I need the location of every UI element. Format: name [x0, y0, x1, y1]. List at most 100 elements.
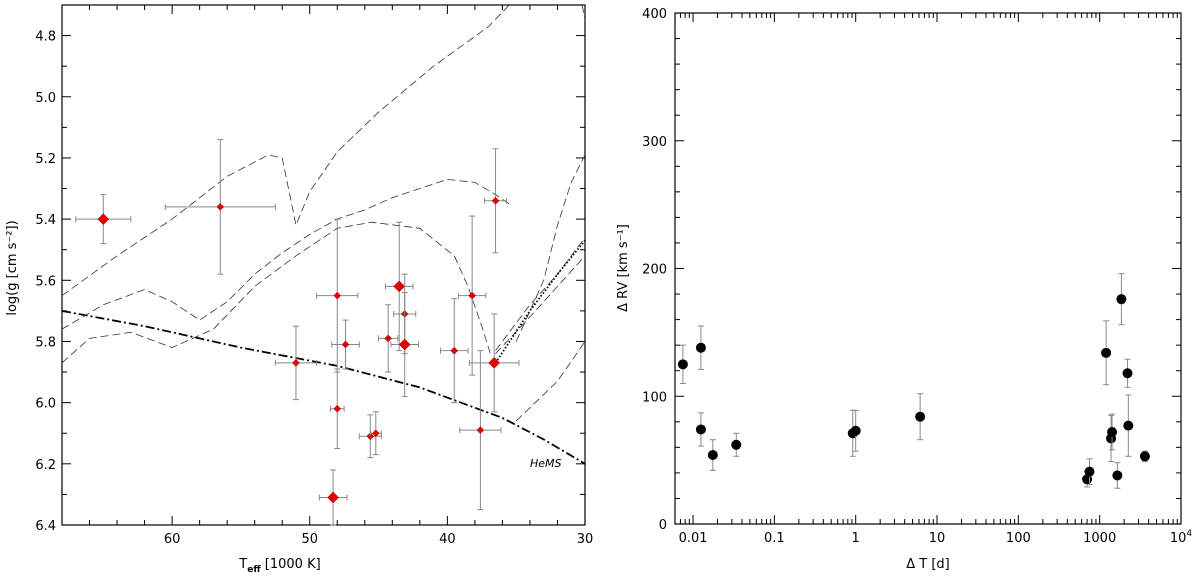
- circle-marker: [1123, 420, 1134, 431]
- left-x-tick-label: 30: [577, 532, 594, 547]
- hems-label: HeMS: [530, 457, 562, 470]
- circle-marker: [1122, 368, 1133, 379]
- diamond-marker: [366, 432, 375, 441]
- left-y-tick-label: 6.4: [35, 519, 56, 534]
- curve-track-lower-right: [515, 341, 585, 422]
- right-y-tick-label: 0: [659, 518, 667, 533]
- circle-marker: [1084, 466, 1095, 477]
- diamond-marker: [216, 203, 225, 211]
- left-data-point: [318, 469, 348, 526]
- right-data-point: [1084, 458, 1095, 485]
- left-data-point: [390, 292, 419, 398]
- left-y-tick-label: 5.0: [35, 91, 56, 106]
- left-y-tick-label: 6.2: [35, 458, 56, 473]
- right-data-point: [707, 439, 718, 471]
- diamond-marker: [468, 291, 476, 300]
- right-data-point: [1106, 414, 1117, 462]
- right-x-tick-label: 100: [1006, 531, 1031, 546]
- right-y-axis-title: Δ RV [km s⁻¹]: [616, 224, 631, 312]
- left-chart-logg-vs-teff: 60 50 40 30 4.8 5.0 5.2 5.4 5.6 5.8 6.0 6.2 6.4 HeMS…: [5, 4, 593, 575]
- right-data-point: [915, 393, 926, 441]
- right-y-tick-label: 200: [642, 263, 667, 278]
- right-chart-drv-vs-dt: 0.01 0.1 1 10 100 1000 104 0 100 200 300 400 Δ T [d…: [616, 7, 1192, 572]
- left-data-point: [164, 139, 276, 275]
- curve-track-3: [62, 221, 492, 364]
- right-data-point: [1123, 394, 1134, 457]
- right-data-points: [677, 273, 1150, 489]
- diamond-marker: [333, 404, 342, 413]
- left-y-tick-label: 5.4: [35, 213, 56, 228]
- right-y-tick-label: 400: [642, 7, 667, 22]
- circle-marker: [1107, 427, 1118, 438]
- left-y-tick-label: 4.8: [35, 30, 56, 45]
- diamond-marker: [97, 213, 110, 225]
- curve-track-1: [62, 5, 510, 296]
- left-y-tick-label: 6.0: [35, 397, 56, 412]
- left-data-point: [75, 194, 132, 245]
- right-data-point: [1107, 413, 1118, 451]
- right-plot-frame: [674, 12, 1182, 525]
- left-axis-ticks: 60 50 40 30 4.8 5.0 5.2 5.4 5.6 5.8 6.0 6.2 6.4: [35, 5, 593, 547]
- left-x-axis-title: Teff [1000 K]: [238, 557, 320, 575]
- right-data-point: [1101, 320, 1112, 386]
- right-x-tick-label: 1000: [1083, 531, 1116, 546]
- right-axis-ticks: 0.01 0.1 1 10 100 1000 104 0 100 200 300 400: [642, 7, 1192, 546]
- right-x-tick-label: 104: [1170, 529, 1193, 546]
- circle-marker: [1116, 294, 1127, 305]
- right-data-point: [1139, 450, 1150, 462]
- left-y-axis-title: log(g [cm s⁻²]): [5, 220, 20, 315]
- right-y-tick-label: 100: [642, 390, 667, 405]
- diamond-marker: [476, 426, 485, 435]
- curve-track-right-2: [495, 255, 585, 354]
- right-x-tick-label: 0.01: [679, 531, 708, 546]
- left-data-point: [457, 215, 487, 376]
- left-data-point: [378, 304, 399, 373]
- right-data-point: [1116, 273, 1127, 326]
- curve-track-right-3: [515, 154, 585, 342]
- circle-marker: [915, 411, 926, 422]
- circle-marker: [731, 439, 742, 450]
- curve-track-upper-right: [581, 5, 585, 21]
- diamond-marker: [333, 291, 342, 300]
- left-evolution-tracks: [62, 5, 585, 465]
- right-data-point: [695, 325, 706, 370]
- diamond-marker: [450, 346, 459, 355]
- right-data-point: [850, 409, 861, 452]
- right-data-point: [731, 432, 742, 457]
- circle-marker: [850, 425, 861, 436]
- diamond-marker: [491, 196, 500, 205]
- left-data-points: [75, 139, 520, 526]
- left-data-point: [329, 368, 345, 450]
- left-y-tick-label: 5.2: [35, 152, 56, 167]
- diamond-marker: [292, 359, 300, 367]
- right-x-tick-label: 0.1: [764, 531, 785, 546]
- curve-track-2: [62, 178, 510, 330]
- curve-track-right-1: [495, 237, 585, 351]
- diamond-marker: [327, 491, 339, 504]
- circle-marker: [1112, 470, 1123, 481]
- diamond-marker: [393, 280, 406, 293]
- circle-marker: [677, 359, 688, 370]
- diamond-marker: [341, 340, 350, 349]
- left-data-point: [468, 313, 520, 413]
- circle-marker: [695, 424, 706, 435]
- curve-hems: [62, 310, 585, 465]
- left-x-tick-label: 60: [164, 532, 181, 547]
- right-y-tick-label: 300: [642, 135, 667, 150]
- left-y-tick-label: 5.6: [35, 274, 56, 289]
- left-data-point: [439, 298, 469, 404]
- left-data-point: [384, 221, 414, 352]
- right-data-point: [1112, 462, 1123, 489]
- circle-marker: [695, 342, 706, 353]
- circle-marker: [1139, 451, 1150, 462]
- left-y-tick-label: 5.8: [35, 335, 56, 350]
- left-data-point: [316, 218, 359, 373]
- left-data-point: [274, 325, 318, 401]
- curve-dotted: [494, 239, 585, 364]
- left-data-point: [369, 411, 382, 456]
- diamond-marker: [488, 357, 501, 369]
- left-data-point: [331, 319, 360, 370]
- left-data-point: [358, 414, 382, 459]
- left-plot-frame: [61, 4, 586, 526]
